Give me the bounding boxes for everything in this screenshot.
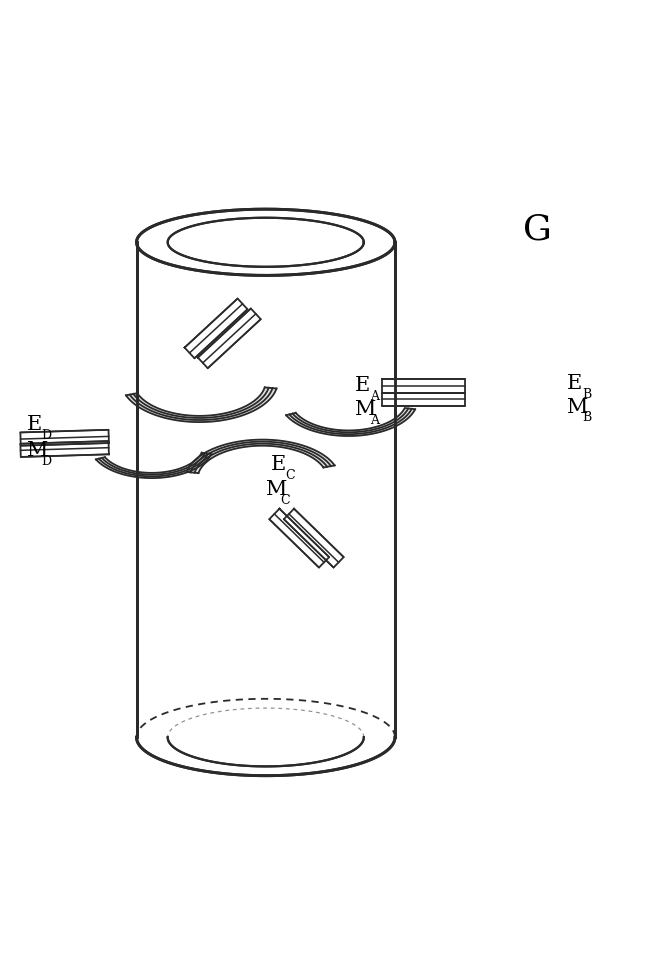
Polygon shape bbox=[137, 243, 395, 737]
Polygon shape bbox=[198, 308, 261, 369]
Polygon shape bbox=[382, 393, 465, 406]
Polygon shape bbox=[382, 379, 465, 393]
Polygon shape bbox=[96, 453, 211, 478]
Polygon shape bbox=[21, 430, 109, 446]
Text: C: C bbox=[286, 469, 295, 482]
Text: A: A bbox=[370, 390, 378, 403]
Text: B: B bbox=[582, 388, 591, 401]
Polygon shape bbox=[21, 441, 109, 456]
Text: B: B bbox=[582, 412, 591, 424]
Polygon shape bbox=[270, 509, 329, 567]
Polygon shape bbox=[187, 439, 335, 473]
Polygon shape bbox=[185, 299, 248, 358]
Text: C: C bbox=[280, 494, 290, 507]
Text: M: M bbox=[266, 479, 287, 499]
Text: M: M bbox=[355, 400, 376, 419]
Polygon shape bbox=[126, 388, 276, 422]
Text: E: E bbox=[355, 375, 371, 394]
Polygon shape bbox=[286, 408, 415, 436]
Text: E: E bbox=[567, 373, 582, 393]
Text: G: G bbox=[523, 212, 552, 246]
Text: D: D bbox=[42, 430, 52, 442]
Text: E: E bbox=[271, 456, 286, 475]
Polygon shape bbox=[137, 209, 395, 275]
Text: A: A bbox=[370, 414, 378, 427]
Text: M: M bbox=[27, 441, 48, 460]
Text: E: E bbox=[27, 415, 42, 435]
Text: D: D bbox=[42, 456, 52, 468]
Polygon shape bbox=[137, 737, 395, 775]
Polygon shape bbox=[284, 509, 344, 567]
Text: M: M bbox=[567, 397, 588, 416]
